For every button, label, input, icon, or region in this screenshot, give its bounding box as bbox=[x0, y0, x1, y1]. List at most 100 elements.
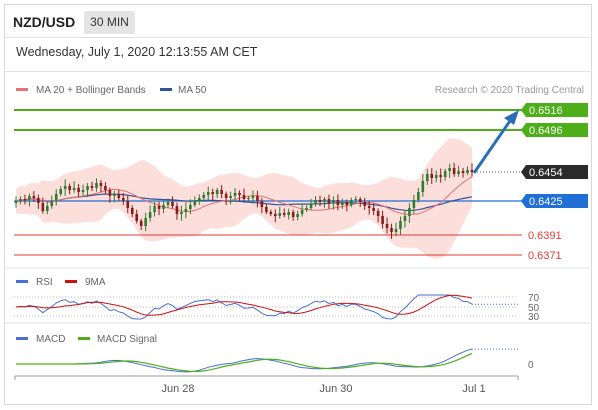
candle bbox=[68, 183, 71, 195]
candle-body bbox=[117, 194, 121, 198]
candle bbox=[448, 163, 451, 178]
candle-body bbox=[180, 212, 183, 214]
candle-body bbox=[162, 205, 165, 209]
candle bbox=[327, 194, 331, 209]
header-divider bbox=[4, 37, 592, 38]
price-tags: 0.6516 0.6496 0.6454 0.6425 0.6391 0.6371 bbox=[521, 103, 588, 262]
macd-signal-legend-swatch bbox=[78, 337, 90, 340]
candle-body bbox=[99, 183, 103, 186]
level-tag-support: 0.6391 bbox=[528, 230, 562, 242]
timeframe-badge[interactable]: 30 MIN bbox=[84, 11, 135, 34]
projection-arrow-shaft bbox=[472, 117, 514, 174]
candle-body bbox=[32, 196, 36, 198]
candle bbox=[144, 212, 147, 232]
candle bbox=[260, 197, 264, 214]
candle bbox=[63, 179, 67, 196]
candle-body bbox=[153, 206, 156, 212]
macd-legend-swatch bbox=[16, 337, 28, 340]
candle-body bbox=[376, 211, 380, 216]
candle-body bbox=[63, 186, 67, 189]
candle-body bbox=[390, 228, 393, 232]
candle bbox=[117, 189, 121, 202]
candle-body bbox=[314, 200, 317, 204]
candle bbox=[72, 181, 76, 193]
candle-body bbox=[363, 202, 367, 206]
candle-body bbox=[354, 199, 358, 200]
candle-body bbox=[349, 200, 353, 205]
candle bbox=[121, 192, 125, 206]
candle-body bbox=[367, 206, 371, 208]
candle bbox=[434, 170, 438, 183]
candle-body bbox=[417, 192, 420, 200]
level-tag-target: 0.6516 bbox=[529, 105, 563, 117]
candle-body bbox=[139, 221, 143, 226]
macd-signal-legend-label: MACD Signal bbox=[97, 334, 157, 345]
candle bbox=[242, 188, 246, 203]
level-tag-bg-last bbox=[521, 165, 588, 179]
candle-body bbox=[434, 175, 438, 178]
candle-body bbox=[461, 171, 465, 173]
candle-body bbox=[215, 190, 219, 194]
candle-body bbox=[439, 175, 443, 177]
candle bbox=[148, 205, 152, 222]
candle-body bbox=[399, 221, 402, 229]
rsi-ma-line bbox=[15, 294, 473, 316]
rsi-ma-legend-swatch bbox=[65, 280, 77, 283]
candle-body bbox=[296, 214, 299, 217]
candle bbox=[224, 191, 228, 205]
candle bbox=[296, 210, 299, 221]
candle bbox=[233, 188, 237, 201]
ma20-legend-swatch bbox=[16, 88, 28, 91]
candle bbox=[153, 201, 156, 217]
candle bbox=[461, 167, 465, 178]
candle-body bbox=[19, 199, 22, 201]
x-tick-label: Jul 1 bbox=[462, 383, 485, 395]
date-divider bbox=[4, 71, 592, 72]
candle bbox=[197, 194, 201, 205]
candle-body bbox=[72, 188, 76, 190]
symbol-title: NZD/USD bbox=[13, 14, 76, 30]
candles bbox=[14, 162, 474, 239]
candle bbox=[90, 181, 94, 192]
candle bbox=[14, 196, 18, 208]
candle bbox=[41, 197, 45, 214]
rsi-30-label: 30 bbox=[528, 312, 540, 323]
x-tick-label: Jun 30 bbox=[319, 383, 352, 395]
candle-body bbox=[238, 193, 241, 195]
candle bbox=[457, 165, 460, 177]
candle-body bbox=[68, 186, 71, 190]
candle bbox=[175, 202, 179, 220]
candle bbox=[206, 186, 210, 201]
candle bbox=[452, 162, 456, 177]
candle-body bbox=[54, 194, 58, 201]
candle-body bbox=[229, 196, 232, 198]
candle bbox=[425, 168, 429, 185]
candle bbox=[81, 184, 85, 196]
candle-body bbox=[23, 199, 27, 200]
candle-body bbox=[157, 206, 161, 209]
macd-legend-label: MACD bbox=[36, 334, 65, 345]
candle-body bbox=[81, 190, 85, 192]
rsi-50-label: 50 bbox=[528, 303, 540, 314]
candle bbox=[189, 199, 192, 215]
candle-body bbox=[130, 208, 134, 214]
candle bbox=[354, 196, 358, 204]
rsi-70-label: 70 bbox=[528, 293, 540, 304]
candle bbox=[305, 205, 308, 213]
candle bbox=[273, 209, 277, 223]
macd-signal-line bbox=[16, 352, 473, 372]
candle bbox=[408, 203, 411, 223]
candle-body bbox=[233, 193, 237, 196]
candle-body bbox=[372, 208, 375, 211]
candle-body bbox=[50, 201, 54, 206]
candle bbox=[99, 180, 103, 192]
candle bbox=[202, 191, 206, 202]
candle bbox=[332, 196, 335, 210]
candle bbox=[139, 218, 143, 231]
candle bbox=[278, 206, 282, 219]
ma50-legend-swatch bbox=[160, 88, 172, 91]
candle-body bbox=[135, 214, 139, 221]
candle bbox=[466, 166, 469, 176]
level-tag-bg-pivot bbox=[521, 194, 588, 208]
